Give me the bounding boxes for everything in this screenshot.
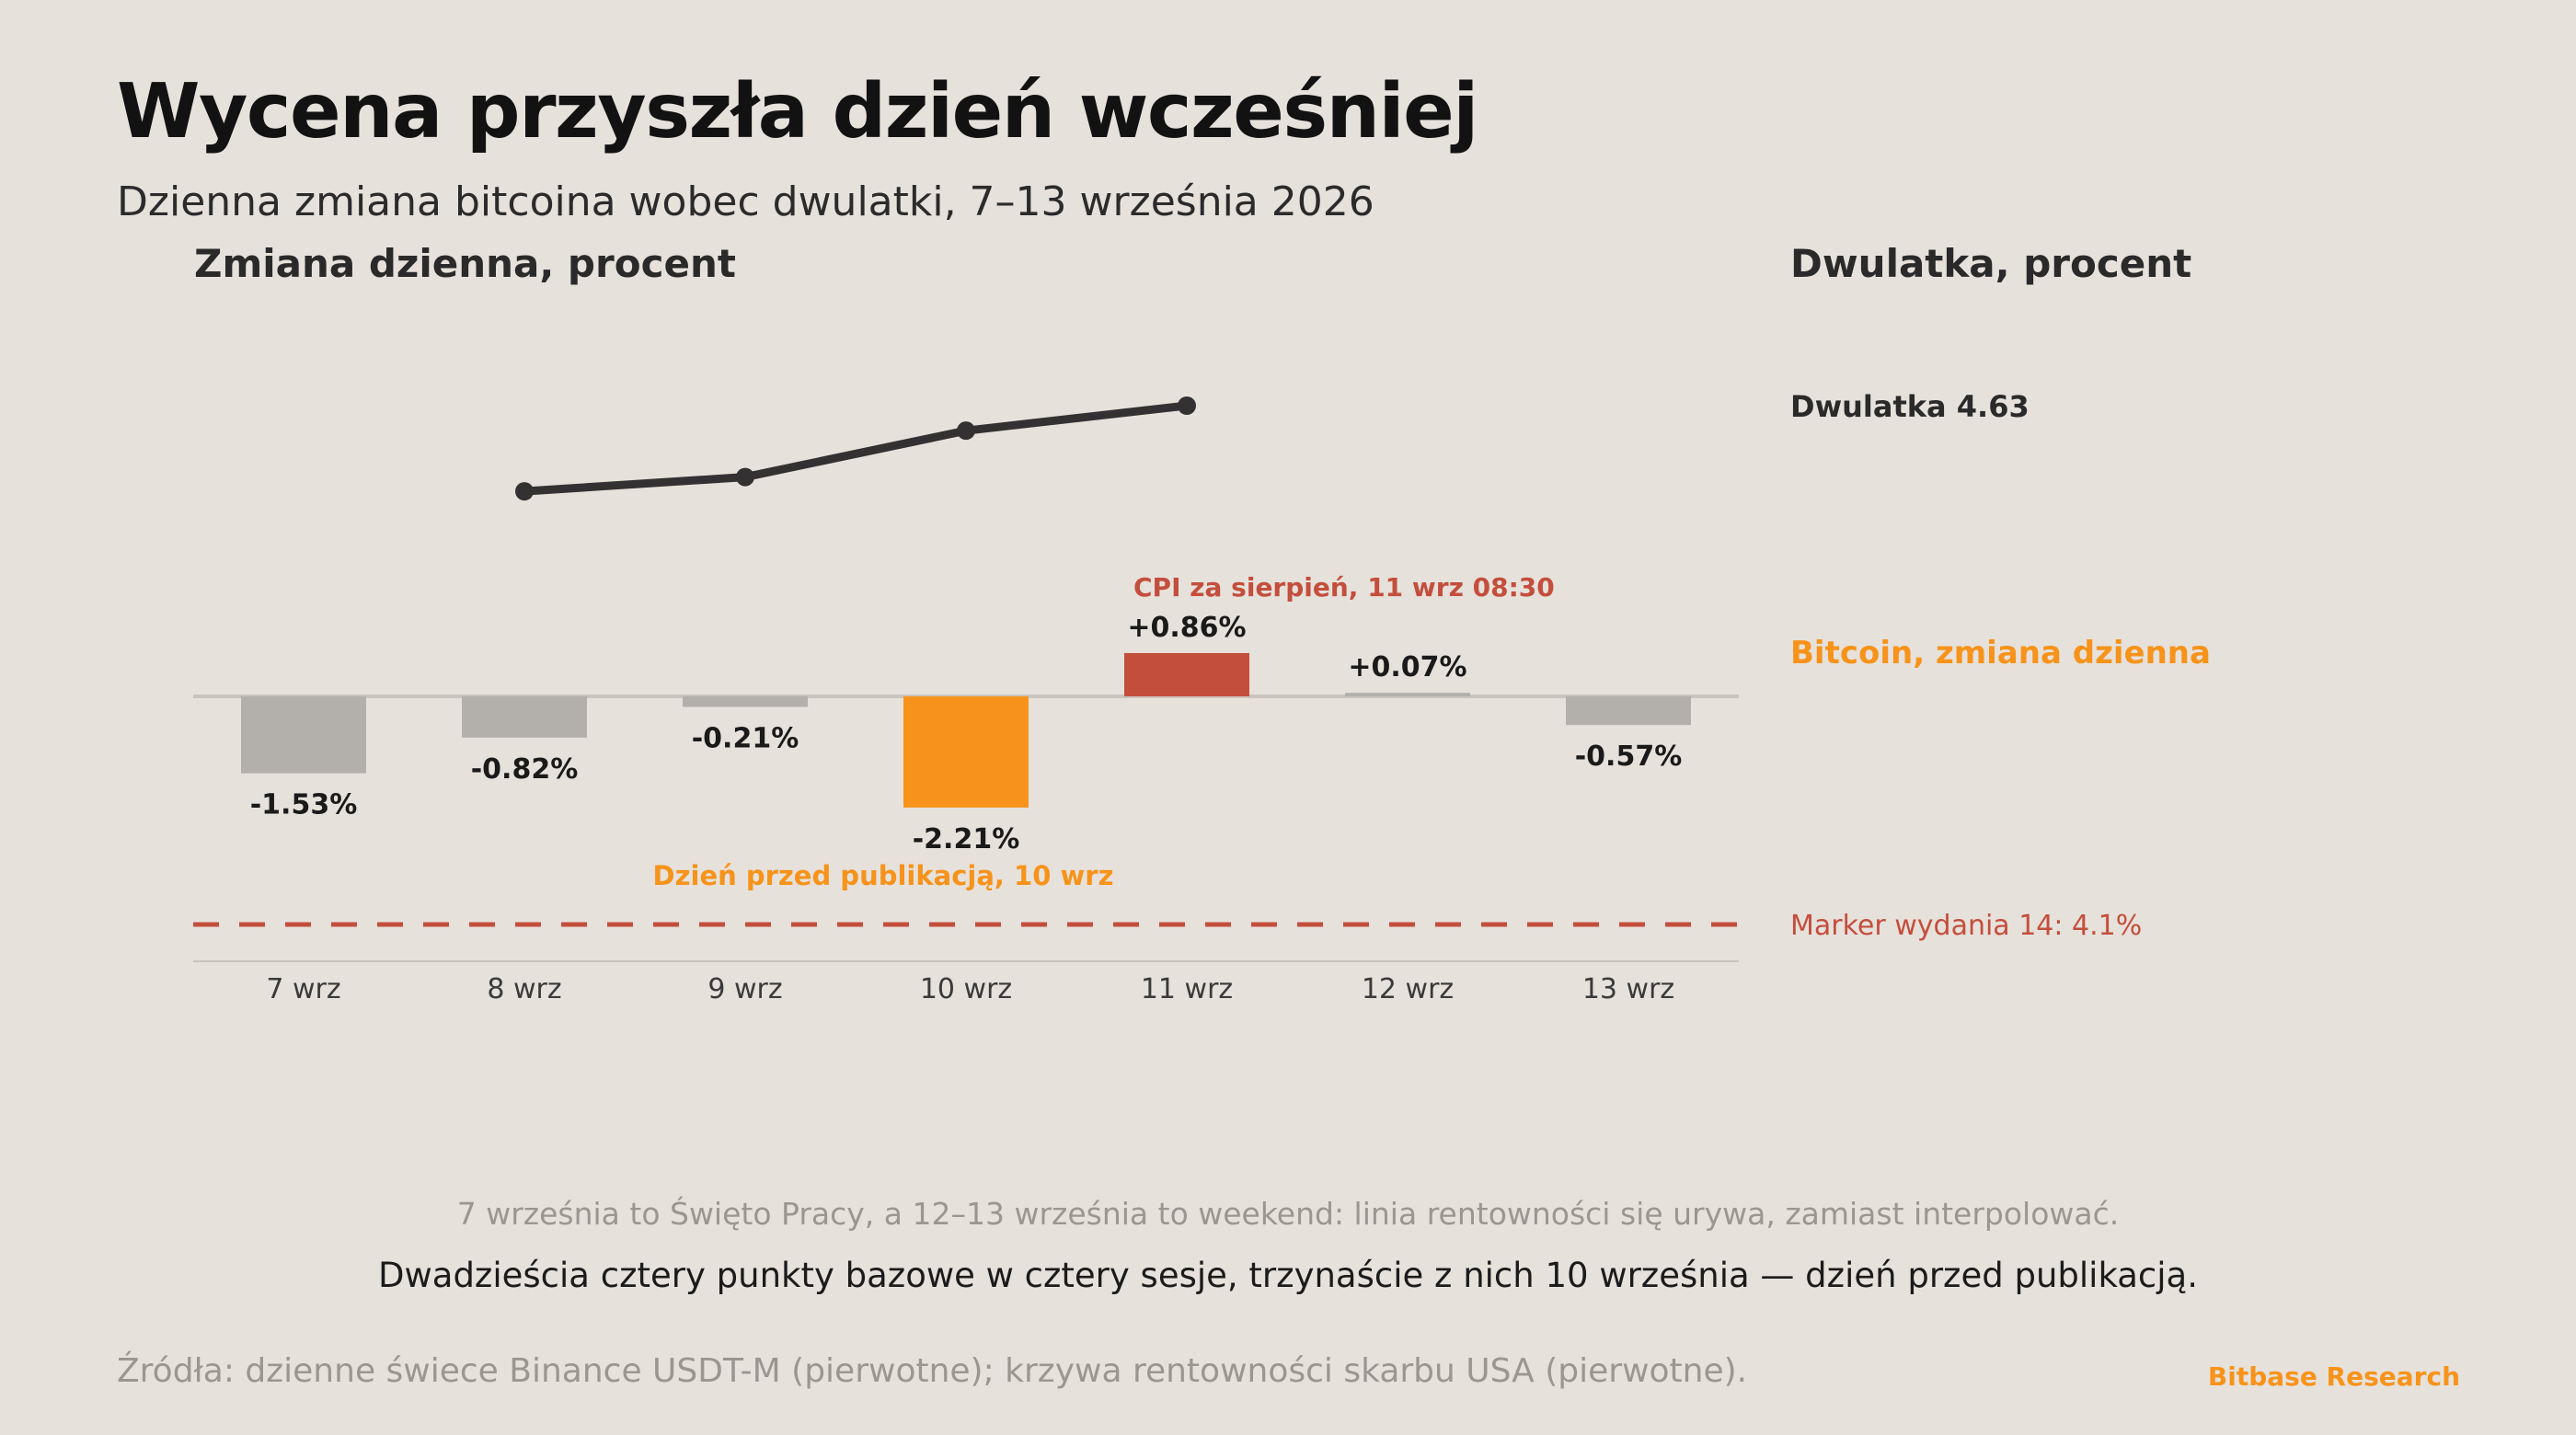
chart-takeaway: Dwadzieścia cztery punkty bazowe w czter… xyxy=(378,1256,2198,1295)
source-note: Źródła: dzienne świece Binance USDT-M (p… xyxy=(117,1352,1748,1390)
bar-value-label: -1.53% xyxy=(250,789,358,821)
bar-value-label: +0.07% xyxy=(1348,651,1466,683)
yield-point xyxy=(515,482,534,501)
bar-11-wrz xyxy=(1124,652,1249,696)
legend-bitcoin: Bitcoin, zmiana dzienna xyxy=(1790,635,2211,672)
right-axis-title: Dwulatka, procent xyxy=(1790,241,2192,286)
x-tick-label: 10 wrz xyxy=(920,973,1012,1005)
bar-8-wrz xyxy=(462,696,587,738)
bar-value-label: -0.57% xyxy=(1575,740,1683,773)
yield-line xyxy=(520,401,1191,496)
brand-logo-text: Bitbase Research xyxy=(2207,1361,2460,1392)
chart-subtitle: Dzienna zmiana bitcoina wobec dwulatki, … xyxy=(117,178,1374,225)
bar-12-wrz xyxy=(1345,693,1470,696)
chart-note: 7 września to Święto Pracy, a 12–13 wrze… xyxy=(456,1196,2120,1232)
x-tick-label: 8 wrz xyxy=(487,973,561,1005)
bar-7-wrz xyxy=(241,696,366,774)
annotation-day-before: Dzień przed publikacją, 10 wrz xyxy=(653,860,1114,891)
bar-10-wrz xyxy=(903,696,1029,808)
annotation-cpi: CPI za sierpień, 11 wrz 08:30 xyxy=(1133,572,1555,603)
bar-value-label: -2.21% xyxy=(913,823,1020,855)
yield-point xyxy=(1178,396,1196,415)
bar-value-label: -0.82% xyxy=(471,753,579,786)
x-tick-label: 7 wrz xyxy=(266,973,340,1005)
x-tick-label: 9 wrz xyxy=(707,973,782,1005)
legend-marker: Marker wydania 14: 4.1% xyxy=(1790,910,2142,942)
bar-value-label: -0.21% xyxy=(692,722,799,754)
bar-9-wrz xyxy=(683,696,808,707)
bar-13-wrz xyxy=(1566,696,1691,726)
x-tick-label: 12 wrz xyxy=(1362,973,1454,1005)
yield-point xyxy=(957,421,975,441)
x-tick-label: 11 wrz xyxy=(1141,973,1233,1005)
chart-title: Wycena przyszła dzień wcześniej xyxy=(117,68,1478,155)
x-tick-label: 13 wrz xyxy=(1582,973,1674,1005)
yield-point xyxy=(736,467,754,487)
legend-yield: Dwulatka 4.63 xyxy=(1790,389,2030,424)
bar-value-label: +0.86% xyxy=(1127,612,1246,644)
left-axis-title: Zmiana dzienna, procent xyxy=(194,241,736,286)
